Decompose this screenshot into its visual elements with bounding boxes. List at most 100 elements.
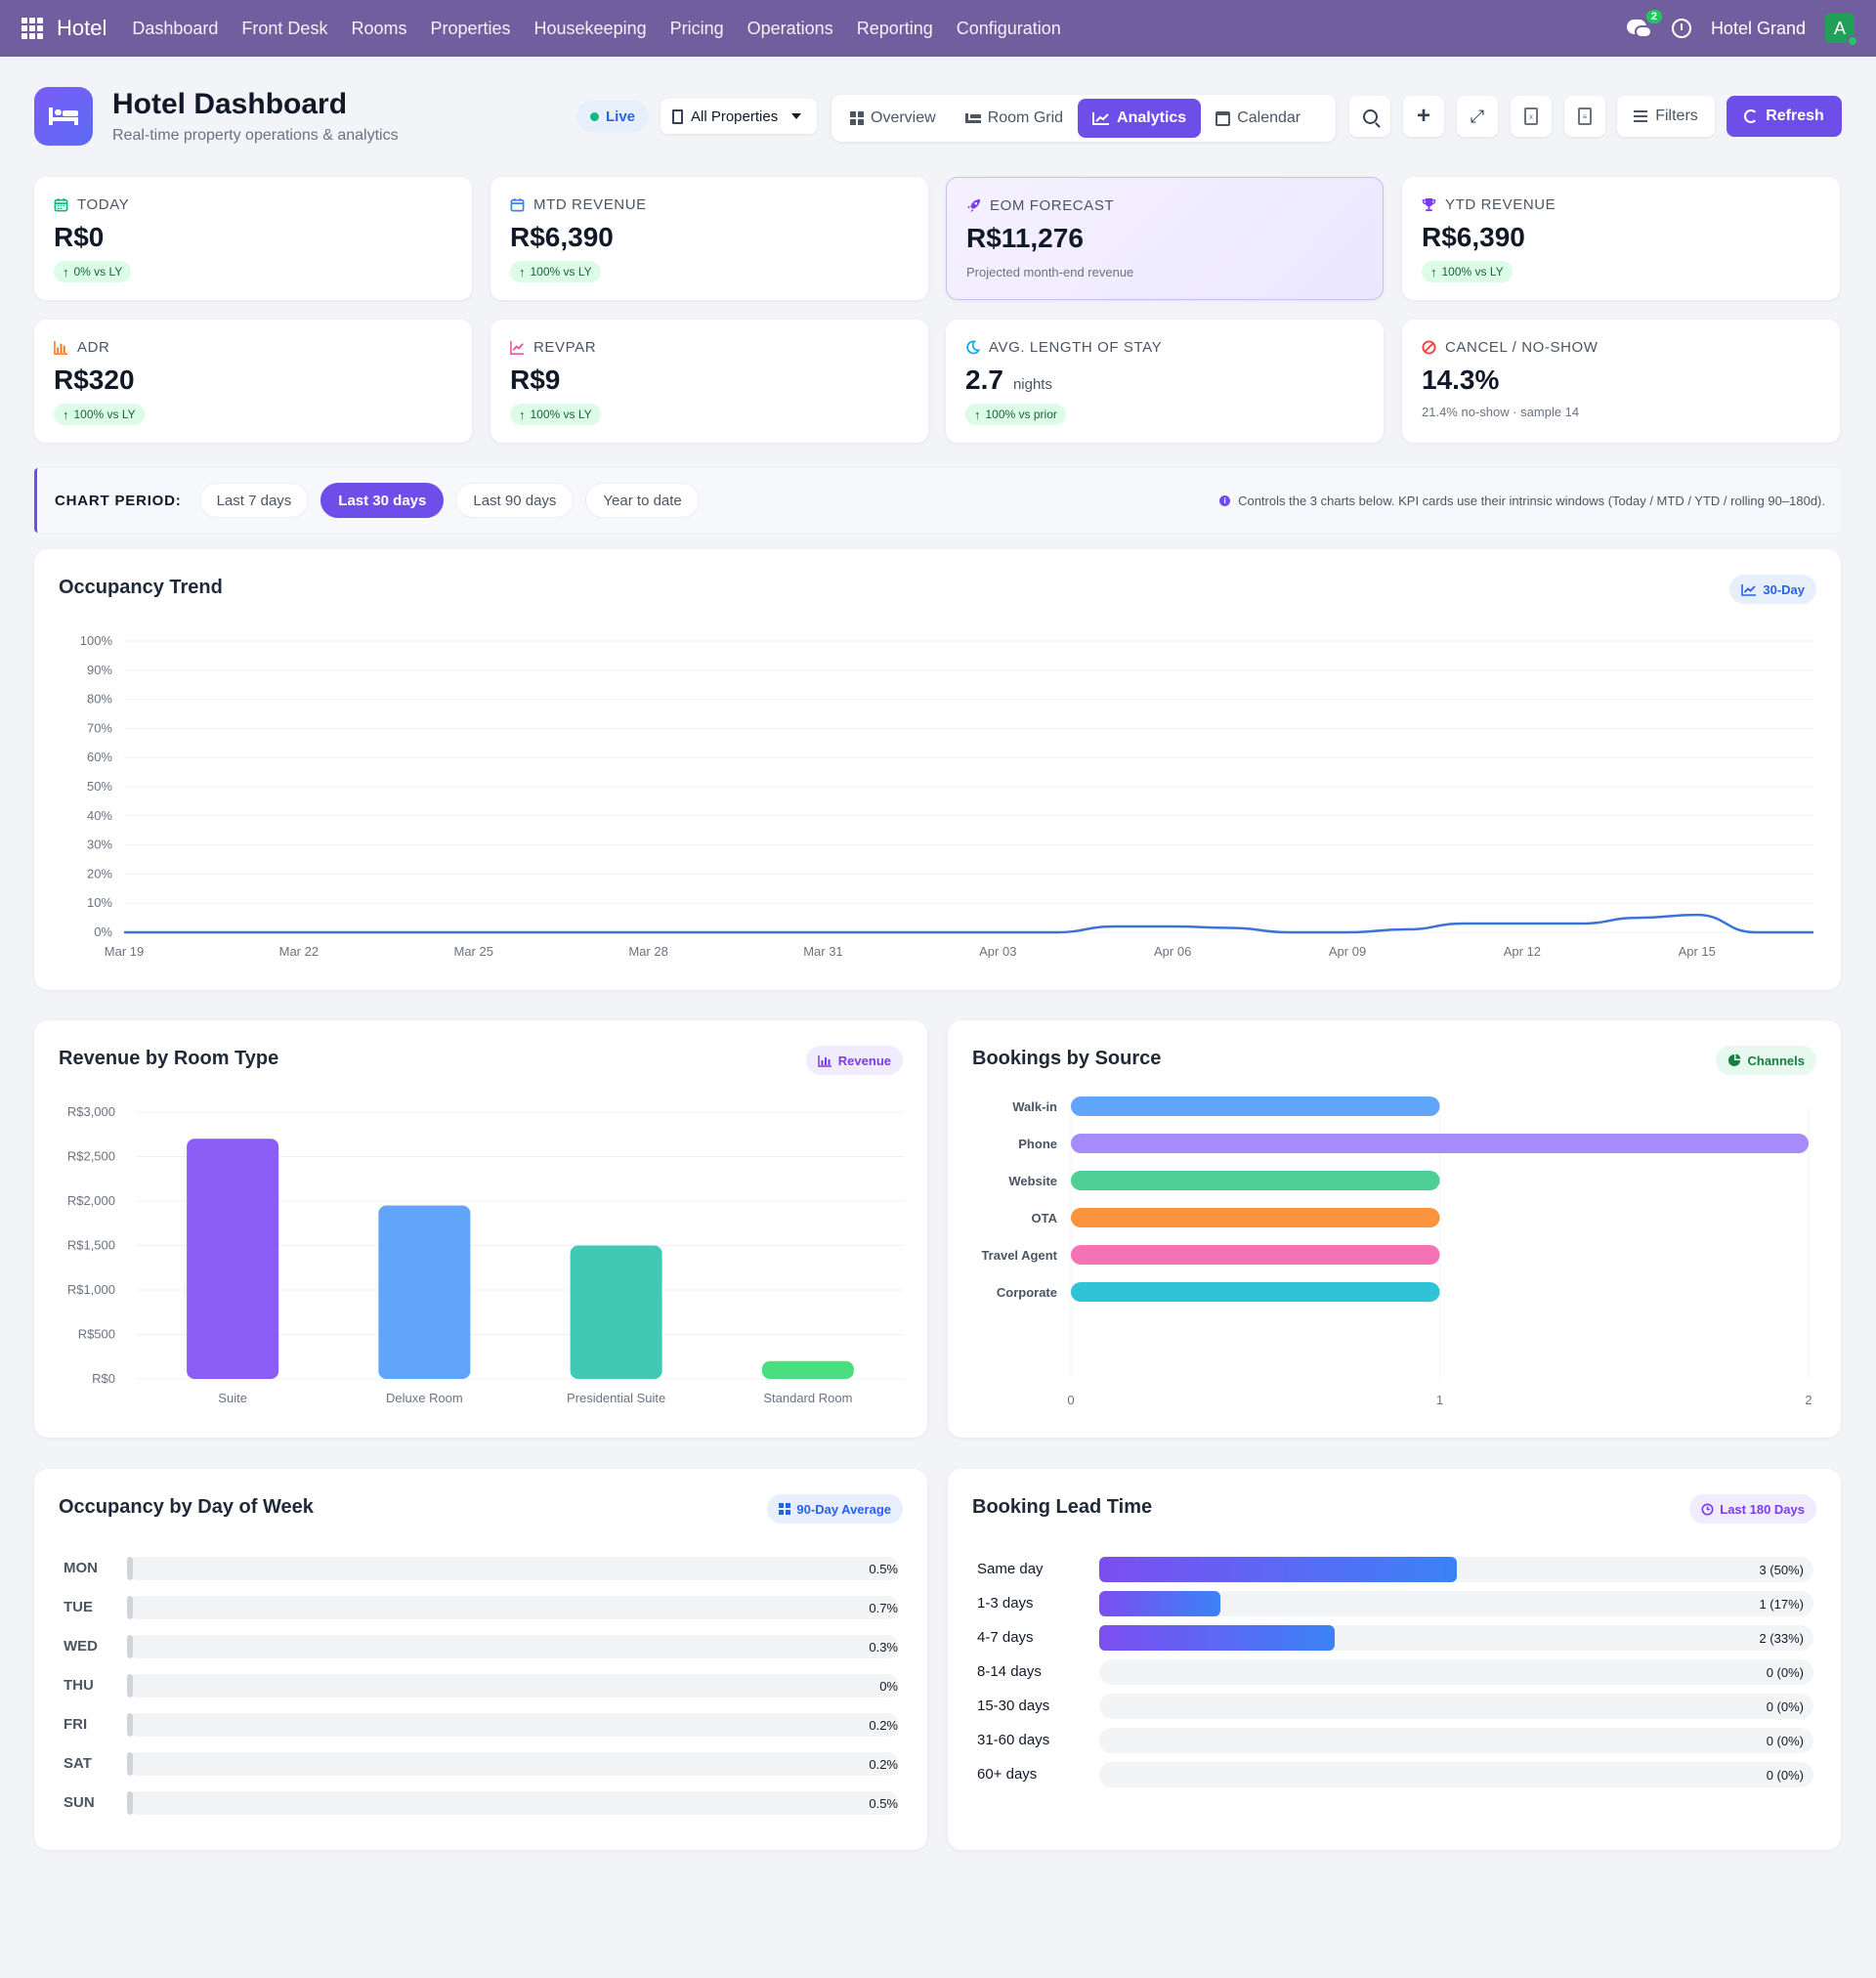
refresh-label: Refresh <box>1766 108 1824 124</box>
y-tick-label: R$500 <box>78 1327 115 1342</box>
tab-calendar[interactable]: Calendar <box>1201 99 1315 138</box>
kpi-card-avg-length-of-stay: AVG. LENGTH OF STAY 2.7 nights ↑ 100% vs p… <box>946 320 1384 443</box>
grid-icon <box>850 111 864 125</box>
y-tick-label: 20% <box>87 866 112 881</box>
y-category-label: Phone <box>1018 1137 1057 1151</box>
kpi-value: 2.7 nights <box>965 365 1052 396</box>
menu-item-pricing[interactable]: Pricing <box>669 18 724 38</box>
menu-item-configuration[interactable]: Configuration <box>956 18 1061 38</box>
bar-chart-icon <box>54 340 68 355</box>
dashboard-bed-icon <box>34 87 93 146</box>
lead-time-bar-track <box>1099 1762 1813 1787</box>
x-tick-label: Apr 12 <box>1504 944 1541 959</box>
lead-time-label: 1-3 days <box>977 1595 1034 1612</box>
refresh-button[interactable]: Refresh <box>1727 96 1842 137</box>
dow-value: 0.5% <box>869 1562 898 1576</box>
kpi-change-text: 100% vs LY <box>530 408 592 421</box>
brand-name[interactable]: Hotel <box>57 16 107 40</box>
arrow-up-icon: ↑ <box>63 264 69 280</box>
menu-item-housekeeping[interactable]: Housekeeping <box>533 18 647 38</box>
chart-period-info-text: Controls the 3 charts below. KPI cards u… <box>1238 493 1825 508</box>
plus-icon: + <box>1416 103 1430 129</box>
export-excel-button[interactable]: x <box>1511 96 1552 137</box>
kpi-card-mtd-revenue: MTD REVENUE R$6,390 ↑ 100% vs LY <box>490 177 928 300</box>
x-category-label: Suite <box>218 1391 247 1405</box>
dow-row: THU 0% <box>34 1667 927 1706</box>
excel-file-icon: x <box>1524 108 1538 125</box>
live-dot-icon <box>590 111 599 121</box>
online-status-dot <box>1847 35 1858 47</box>
menu-item-dashboard[interactable]: Dashboard <box>132 18 219 38</box>
lead-time-bar-track <box>1099 1557 1813 1582</box>
menu-item-properties[interactable]: Properties <box>430 18 511 38</box>
live-label: Live <box>606 108 636 125</box>
menu-item-front-desk[interactable]: Front Desk <box>241 18 328 38</box>
dow-day-label: WED <box>64 1638 98 1655</box>
dow-bar-fill <box>127 1791 133 1815</box>
search-button[interactable] <box>1349 96 1390 137</box>
period-option-last-7-days[interactable]: Last 7 days <box>198 483 310 518</box>
occupancy-line <box>124 913 1813 934</box>
export-pdf-button[interactable]: ≡ <box>1564 96 1605 137</box>
tab-room-grid[interactable]: Room Grid <box>951 99 1078 138</box>
y-tick-label: 10% <box>87 895 112 910</box>
fullscreen-button[interactable]: ⤢ <box>1457 96 1498 137</box>
menu-item-operations[interactable]: Operations <box>746 18 833 38</box>
lead-time-bar-fill <box>1099 1591 1221 1616</box>
arrow-up-icon: ↑ <box>519 264 526 280</box>
caret-down-icon <box>791 113 802 119</box>
tab-analytics-label: Analytics <box>1117 109 1187 126</box>
period-option-last-30-days[interactable]: Last 30 days <box>320 483 445 518</box>
chart-line-icon <box>510 340 525 355</box>
dow-bar-fill <box>127 1596 133 1619</box>
calendar-icon <box>54 197 68 212</box>
revenue-bar <box>761 1360 854 1379</box>
lead-time-row: 4-7 days 2 (33%) <box>948 1621 1841 1656</box>
clock-icon[interactable] <box>1671 19 1691 38</box>
dow-row: WED 0.3% <box>34 1628 927 1667</box>
revenue-badge: Revenue <box>805 1046 903 1075</box>
y-category-label: Corporate <box>997 1285 1057 1300</box>
panel-title: Occupancy Trend <box>59 577 223 598</box>
menu-item-rooms[interactable]: Rooms <box>351 18 407 38</box>
panel-title: Bookings by Source <box>972 1048 1162 1069</box>
lead-time-value: 0 (0%) <box>1766 1699 1804 1714</box>
booking-lead-time-panel: Booking Lead Time Last 180 Days Same day… <box>948 1469 1841 1850</box>
bed-icon <box>964 113 981 123</box>
avatar[interactable]: A <box>1825 14 1858 47</box>
property-select[interactable]: All Properties <box>661 99 817 134</box>
x-tick-label: Apr 15 <box>1679 944 1716 959</box>
kpi-label: REVPAR <box>533 339 597 356</box>
menu-item-reporting[interactable]: Reporting <box>856 18 933 38</box>
chart-line-icon <box>1741 583 1757 596</box>
x-tick-label: Mar 19 <box>105 944 144 959</box>
filters-button[interactable]: Filters <box>1617 96 1715 137</box>
kpi-change-text: 100% vs prior <box>985 408 1057 421</box>
dow-day-label: MON <box>64 1560 98 1576</box>
document-icon: ≡ <box>1578 108 1592 125</box>
period-option-last-90-days[interactable]: Last 90 days <box>455 483 575 518</box>
tab-overview[interactable]: Overview <box>835 99 951 138</box>
lead-time-bar-track <box>1099 1659 1813 1685</box>
main-menu: Dashboard Front Desk Rooms Properties Ho… <box>132 19 1060 39</box>
y-category-label: Walk-in <box>1012 1099 1057 1114</box>
calendar-icon <box>510 197 525 212</box>
tab-analytics[interactable]: Analytics <box>1078 99 1202 138</box>
x-category-label: Deluxe Room <box>386 1391 463 1405</box>
page-title: Hotel Dashboard <box>112 88 348 120</box>
kpi-card-revpar: REVPAR R$9 ↑ 100% vs LY <box>490 320 928 443</box>
kpi-change-chip: ↑ 100% vs LY <box>510 404 601 425</box>
lead-time-value: 2 (33%) <box>1759 1631 1804 1646</box>
period-option-year-to-date[interactable]: Year to date <box>585 483 700 518</box>
kpi-card-ytd-revenue: YTD REVENUE R$6,390 ↑ 100% vs LY <box>1402 177 1840 300</box>
occupancy-by-day-of-week-panel: Occupancy by Day of Week 90-Day Average … <box>34 1469 927 1850</box>
apps-grid-icon[interactable] <box>21 18 43 39</box>
y-tick-label: R$1,000 <box>67 1282 115 1297</box>
add-button[interactable]: + <box>1403 96 1444 137</box>
property-name[interactable]: Hotel Grand <box>1710 18 1806 38</box>
lead-time-bar-track <box>1099 1625 1813 1651</box>
chat-icon[interactable]: 2 <box>1626 10 1662 39</box>
kpi-label: ADR <box>77 339 110 356</box>
chart-period-info: i Controls the 3 charts below. KPI cards … <box>1219 494 1825 508</box>
dow-row: SAT 0.2% <box>34 1745 927 1784</box>
